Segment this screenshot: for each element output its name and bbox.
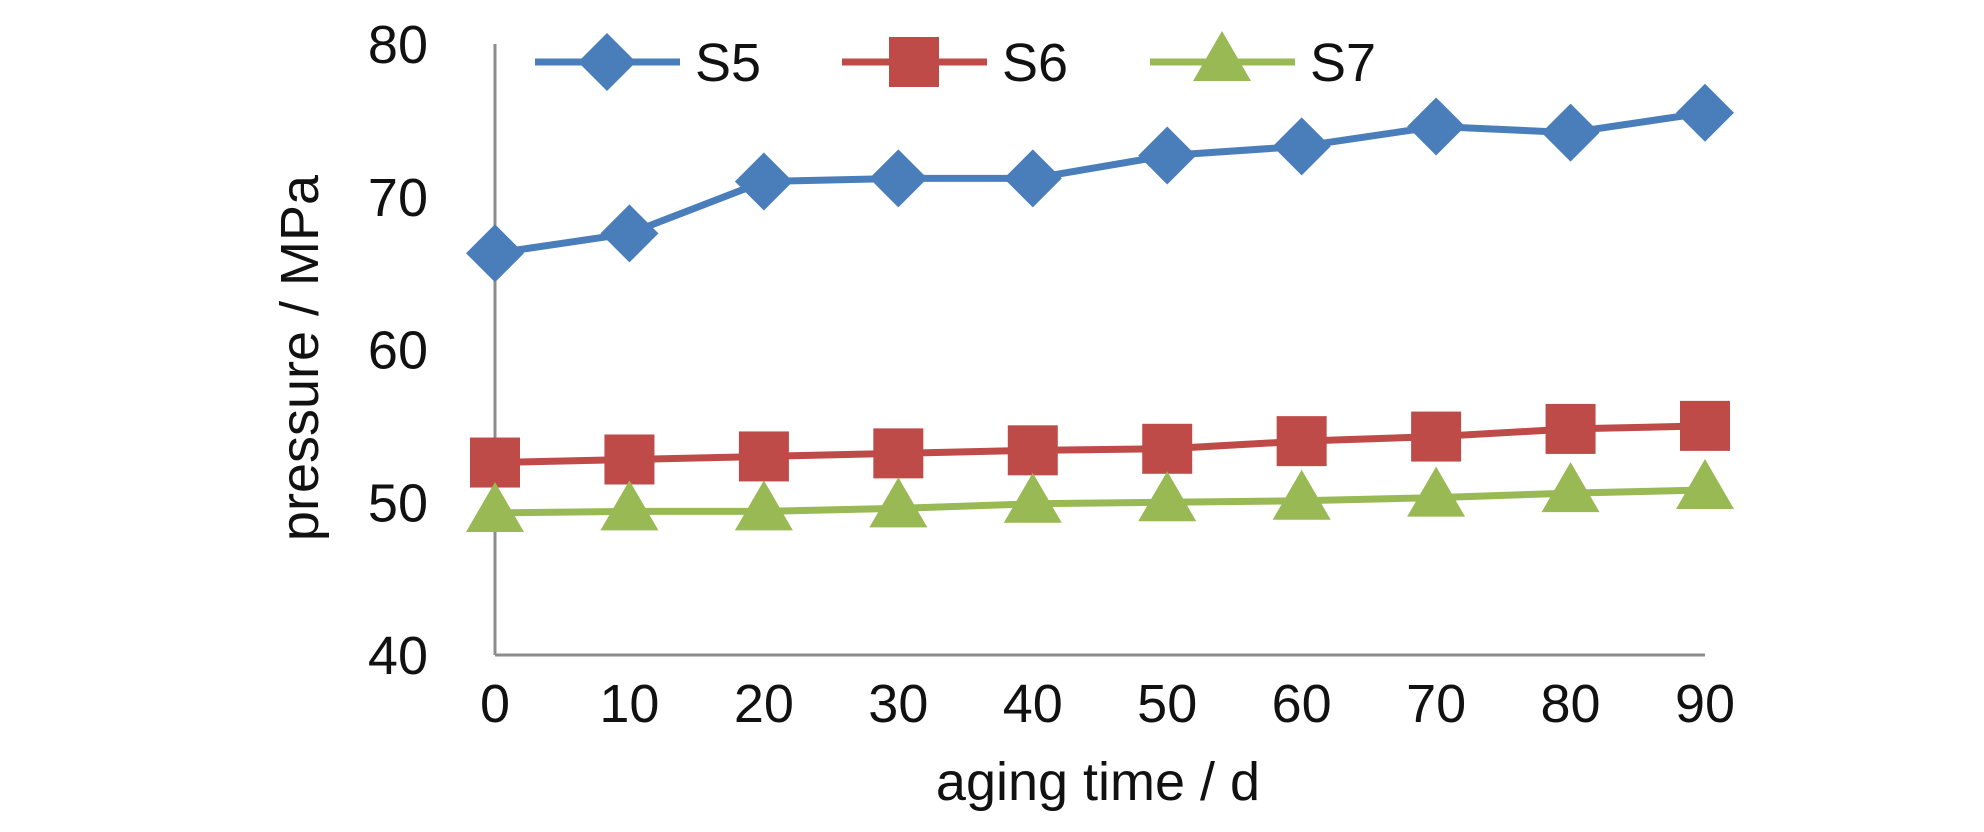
y-axis-label: pressure / MPa (270, 174, 330, 541)
data-point-s7 (869, 477, 928, 528)
legend-marker (889, 37, 939, 87)
data-point-s6 (1007, 425, 1058, 476)
x-tick-label: 80 (1541, 674, 1601, 734)
data-point-s5 (1407, 97, 1466, 156)
x-tick-label: 70 (1406, 674, 1466, 734)
series-s5 (466, 83, 1734, 283)
series-group (466, 83, 1734, 532)
data-point-s7 (466, 481, 524, 532)
data-point-s5 (1272, 117, 1331, 176)
y-tick-label: 60 (368, 321, 428, 381)
series-line-s5 (494, 109, 1706, 257)
legend-label: S6 (1002, 33, 1068, 93)
data-point-s7 (1138, 471, 1197, 522)
data-point-s6 (873, 428, 924, 479)
legend-marker (578, 33, 636, 91)
data-point-s6 (604, 434, 655, 485)
series-s7 (466, 459, 1734, 532)
series-line-s7 (494, 486, 1706, 517)
data-point-s7 (1407, 466, 1466, 517)
data-point-s6 (1142, 423, 1193, 474)
x-tick-label: 30 (868, 674, 928, 734)
y-tick-label: 70 (368, 168, 428, 228)
data-point-s6 (1680, 400, 1730, 451)
data-point-s5 (1541, 103, 1600, 162)
legend-item-s7: S7 (1150, 31, 1376, 93)
x-tick-label: 90 (1675, 674, 1735, 734)
series-s6 (470, 400, 1730, 488)
data-point-s6 (470, 437, 520, 488)
data-point-s5 (869, 149, 928, 208)
legend-label: S7 (1310, 33, 1376, 93)
legend-label: S5 (695, 33, 761, 93)
legend-marker (1193, 31, 1251, 81)
y-tick-label: 40 (368, 626, 428, 686)
data-point-s7 (1272, 469, 1331, 520)
data-point-s6 (1545, 403, 1596, 454)
x-tick-label: 20 (734, 674, 794, 734)
x-axis-label: aging time / d (936, 752, 1260, 812)
x-tick-label: 10 (599, 674, 659, 734)
data-point-s7 (734, 480, 793, 531)
data-point-s5 (466, 224, 524, 283)
data-point-s6 (738, 431, 789, 482)
y-tick-label: 80 (368, 15, 428, 75)
x-tick-label: 50 (1137, 674, 1197, 734)
data-point-s5 (600, 204, 659, 263)
legend-item-s5: S5 (535, 33, 761, 93)
legend-item-s6: S6 (842, 33, 1068, 93)
x-tick-label: 40 (1003, 674, 1063, 734)
y-tick-label: 50 (368, 473, 428, 533)
data-point-s5 (1003, 149, 1062, 208)
tick-labels: 0 10 20 30 40 50 60 70 80 90 40 50 60 70 80 (368, 15, 1735, 734)
data-point-s5 (1138, 126, 1197, 185)
data-point-s7 (1003, 472, 1062, 523)
data-point-s5 (734, 152, 793, 211)
series-line-s6 (494, 422, 1706, 467)
data-point-s6 (1411, 411, 1462, 462)
axes (493, 44, 1705, 657)
data-point-s7 (600, 480, 659, 531)
data-point-s6 (1276, 416, 1327, 467)
data-point-s7 (1676, 459, 1734, 510)
x-tick-label: 0 (480, 674, 510, 734)
data-point-s7 (1541, 462, 1600, 513)
legend: S5 S6 S7 (535, 31, 1376, 93)
x-tick-label: 60 (1272, 674, 1332, 734)
data-point-s5 (1676, 83, 1734, 142)
